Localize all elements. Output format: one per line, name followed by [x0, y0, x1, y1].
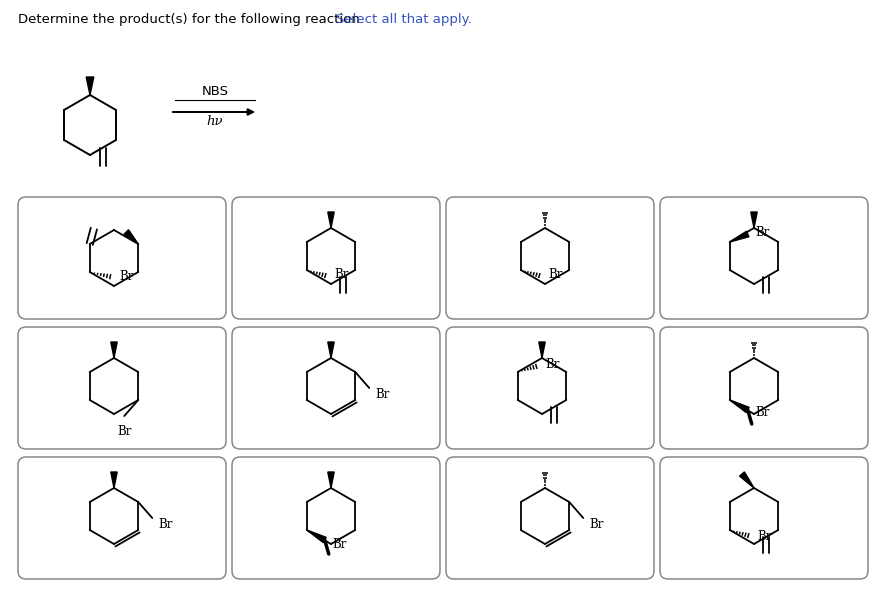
FancyBboxPatch shape — [18, 327, 226, 449]
FancyBboxPatch shape — [446, 197, 654, 319]
Text: Select all that apply.: Select all that apply. — [336, 13, 472, 26]
Text: Br: Br — [756, 405, 770, 418]
FancyBboxPatch shape — [18, 457, 226, 579]
Text: Br: Br — [549, 269, 563, 282]
Polygon shape — [111, 342, 117, 358]
FancyBboxPatch shape — [446, 457, 654, 579]
Text: Br: Br — [335, 269, 349, 282]
Polygon shape — [327, 342, 335, 358]
Text: Br: Br — [589, 519, 604, 531]
Polygon shape — [327, 472, 335, 488]
Text: Br: Br — [546, 359, 560, 371]
FancyBboxPatch shape — [18, 197, 226, 319]
Text: Br: Br — [375, 389, 389, 402]
FancyBboxPatch shape — [232, 327, 440, 449]
Polygon shape — [307, 530, 327, 543]
Polygon shape — [124, 230, 138, 244]
Polygon shape — [750, 212, 758, 228]
FancyBboxPatch shape — [660, 327, 868, 449]
Polygon shape — [539, 342, 545, 358]
Text: Br: Br — [756, 226, 770, 239]
Text: Br: Br — [758, 531, 772, 543]
Text: Br: Br — [119, 269, 135, 282]
Text: Br: Br — [117, 425, 132, 438]
Text: Br: Br — [333, 537, 347, 550]
Polygon shape — [730, 400, 750, 413]
Text: Determine the product(s) for the following reaction.: Determine the product(s) for the followi… — [18, 13, 364, 26]
FancyBboxPatch shape — [660, 457, 868, 579]
Polygon shape — [86, 77, 94, 95]
Polygon shape — [327, 212, 335, 228]
Polygon shape — [111, 472, 117, 488]
Text: Br: Br — [158, 519, 173, 531]
Text: hν: hν — [207, 115, 223, 128]
Polygon shape — [730, 231, 749, 242]
Text: NBS: NBS — [202, 85, 228, 98]
FancyBboxPatch shape — [232, 197, 440, 319]
Polygon shape — [740, 472, 754, 488]
FancyBboxPatch shape — [232, 457, 440, 579]
FancyBboxPatch shape — [660, 197, 868, 319]
FancyBboxPatch shape — [446, 327, 654, 449]
